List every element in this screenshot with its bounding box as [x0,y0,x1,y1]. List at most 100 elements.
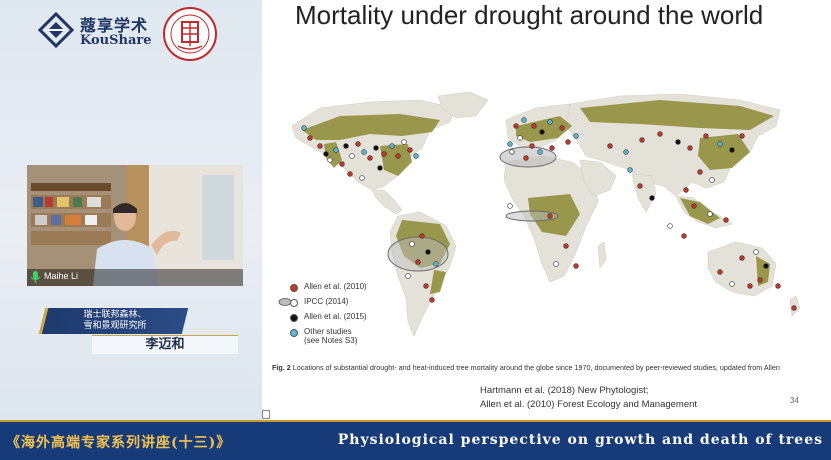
mortality-site-marker [373,145,379,151]
mortality-site-marker [521,117,527,123]
legend-item-allen-2010: Allen et al. (2010) [286,280,406,295]
mortality-site-marker [531,123,537,129]
mortality-site-marker [429,297,435,303]
mortality-site-marker [537,149,543,155]
mortality-site-marker [509,149,515,155]
mortality-site-marker [355,141,361,147]
mortality-site-marker [361,149,367,155]
mortality-site-marker [753,249,759,255]
legend-item-ipcc-2014: IPCC (2014) [278,295,406,310]
koushare-chinese-name: 蔻享学术 [80,16,149,35]
mortality-site-marker [381,151,387,157]
mortality-site-marker [563,243,569,249]
mortality-site-marker [323,151,329,157]
mortality-site-marker [507,203,513,209]
caption-text: Locations of substantial drought- and he… [292,363,780,372]
microphone-icon [30,271,41,283]
mortality-site-marker [729,281,735,287]
mortality-site-marker [703,133,709,139]
forest-se-asia [680,198,720,224]
mortality-site-marker [775,283,781,289]
mortality-site-marker [425,249,431,255]
mortality-site-marker [763,263,769,269]
lecture-series-title: 《海外高端专家系列讲座(十三)》 [6,435,232,451]
presentation-slide: Mortality under drought around the world [262,0,831,420]
mortality-site-marker [791,305,797,311]
legend-label: Other studies [304,327,352,336]
mortality-site-marker [729,147,735,153]
mortality-site-marker [657,131,663,137]
forest-boreal-na [302,114,440,140]
forest-siberia [580,100,774,130]
mortality-site-marker [623,149,629,155]
koushare-logo-icon [38,12,74,48]
university-seal-icon [163,7,217,61]
mortality-site-marker [649,195,655,201]
speaker-video[interactable]: Maihe Li [27,165,243,286]
mortality-site-marker [681,233,687,239]
koushare-logo: 蔻享学术 KouShare [38,6,228,61]
mortality-site-marker [409,241,415,247]
mortality-site-marker [347,171,353,177]
mortality-site-marker [507,141,513,147]
mortality-site-marker [513,123,519,129]
mortality-site-marker [547,119,553,125]
participant-name: Maihe Li [44,271,79,281]
mortality-site-marker [687,145,693,151]
forest-east-asia [698,134,750,170]
mortality-site-marker [433,261,439,267]
forest-atlantic [430,270,446,294]
mortality-site-marker [739,255,745,261]
mortality-site-marker [667,223,673,229]
land-madagascar [597,241,607,269]
left-panel: 蔻享学术 KouShare [0,0,262,420]
legend-marker-red [290,284,298,292]
video-name-bar: Maihe Li [27,269,243,286]
mortality-site-marker [549,145,555,151]
map-legend: Allen et al. (2010) IPCC (2014) Allen et… [278,280,406,347]
lecture-footer-bar: 《海外高端专家系列讲座(十三)》 Physiological perspecti… [0,420,831,460]
mortality-site-marker [333,147,339,153]
legend-label: IPCC (2014) [304,297,349,306]
mortality-site-marker [757,277,763,283]
mortality-site-marker [367,155,373,161]
mortality-site-marker [675,139,681,145]
mortality-site-marker [683,187,689,193]
mortality-site-marker [413,153,419,159]
institute-line-2: 雪和景观研究所 [83,321,147,331]
mortality-site-marker [389,143,395,149]
mortality-site-marker [377,165,383,171]
mortality-site-marker [343,143,349,149]
mortality-site-marker [539,129,545,135]
mortality-site-marker [573,263,579,269]
mortality-site-marker [423,283,429,289]
mortality-site-marker [401,139,407,145]
ipcc-region-sahel [505,210,559,222]
legend-label: Allen et al. (2015) [304,312,367,321]
koushare-english-name: KouShare [80,33,152,48]
mortality-site-marker [627,167,633,173]
mortality-site-marker [415,259,421,265]
mortality-site-marker [697,169,703,175]
slide-control-icon[interactable] [262,410,270,419]
mortality-site-marker [559,125,565,131]
mortality-site-marker [607,143,613,149]
land-central-america [371,189,403,215]
mortality-site-marker [349,153,355,159]
slide-title: Mortality under drought around the world [295,0,764,30]
mortality-site-marker [317,143,323,149]
world-map-figure [280,86,825,358]
slide-page-number: 34 [790,396,799,405]
speaker-institute: 瑞士联邦森林、 雪和景观研究所 [50,310,180,332]
mortality-site-marker [739,133,745,139]
figure-caption: Fig. 2 Locations of substantial drought-… [272,363,828,372]
mortality-site-marker [359,175,365,181]
mortality-site-marker [565,139,571,145]
reference-1: Hartmann et al. (2018) New Phytologist; [480,385,649,396]
talk-title: Physiological perspective on growth and … [337,432,823,448]
land-greenland [437,91,489,119]
mortality-site-marker [523,155,529,161]
mortality-site-marker [747,283,753,289]
mortality-site-marker [717,141,723,147]
mortality-site-marker [637,183,643,189]
